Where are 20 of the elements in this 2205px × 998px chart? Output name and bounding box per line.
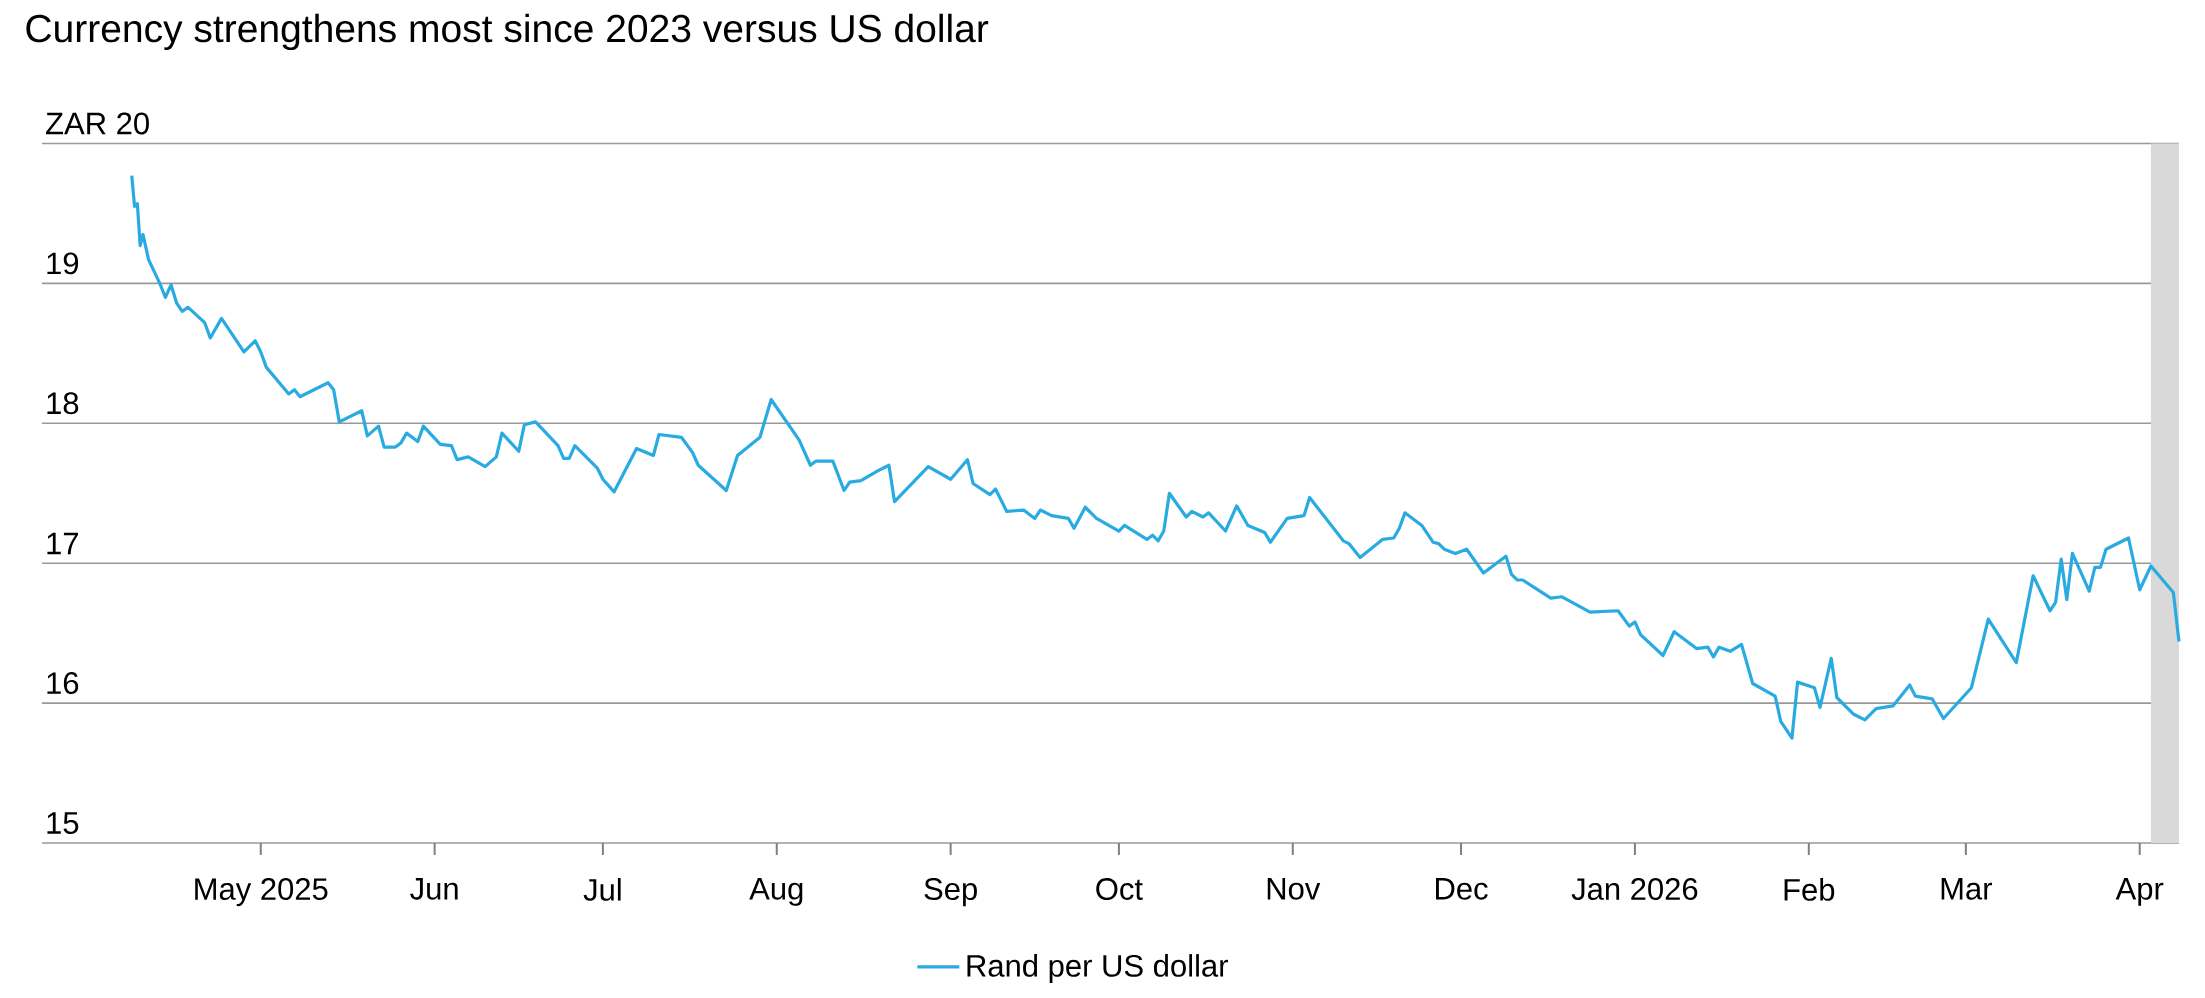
x-tick-label: Mar [1941, 878, 1993, 900]
x-tick-label: Nov [1267, 878, 1321, 900]
x-tick-label: Aug [749, 878, 803, 906]
x-tick-label: Oct [1096, 878, 1143, 901]
x-tick-label: Jan 2026 [1571, 878, 1698, 901]
y-tick-label: 17 [47, 532, 78, 555]
x-tick-label: Dec [1436, 878, 1488, 900]
chart-title: Currency strengthens most since 2023 versus US dollar [26, 13, 989, 51]
x-tick-label: Jun [410, 878, 458, 900]
legend-label: Rand per US dollar [967, 954, 1228, 983]
x-tick-label: Feb [1784, 878, 1835, 901]
y-tick-label: 16 [47, 672, 79, 695]
y-tick-label: 19 [47, 252, 79, 275]
x-tick-label: Apr [2115, 878, 2164, 906]
x-tick-label: Sep [924, 878, 977, 907]
y-tick-label: 15 [47, 812, 79, 834]
x-tick-label: Jul [583, 878, 621, 901]
y-tick-label: ZAR 20 [46, 112, 149, 135]
x-tick-label: May 2025 [195, 878, 328, 907]
y-tick-label: 18 [47, 392, 79, 415]
